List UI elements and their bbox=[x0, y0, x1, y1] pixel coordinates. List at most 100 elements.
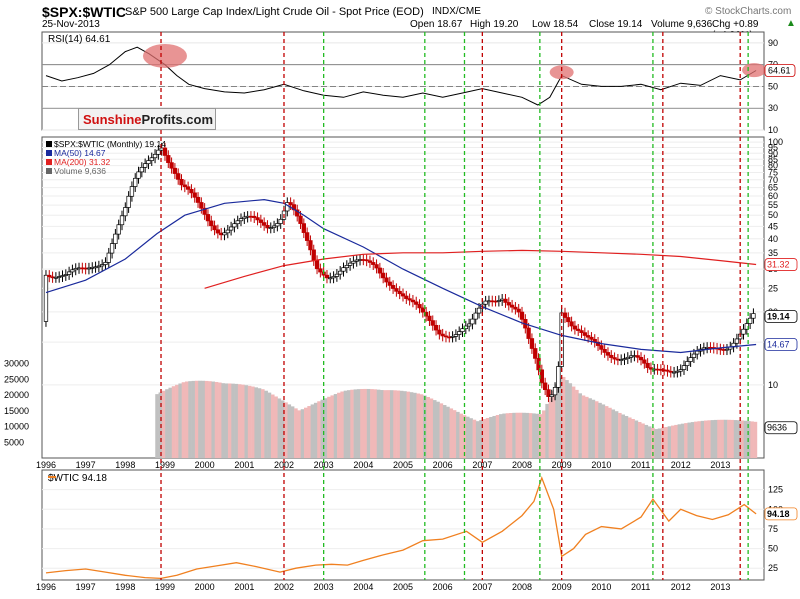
price-candle-body bbox=[176, 173, 181, 180]
price-candle-body bbox=[734, 338, 740, 344]
price-x-tick-label: 1998 bbox=[115, 460, 135, 470]
price-candle-body bbox=[509, 304, 515, 308]
wtic-tick-label: 125 bbox=[768, 485, 783, 495]
volume-bar bbox=[637, 421, 642, 458]
price-candle-body bbox=[119, 215, 125, 226]
volume-bar bbox=[194, 380, 199, 458]
volume-bar bbox=[581, 395, 586, 458]
volume-bar bbox=[297, 410, 301, 458]
price-x-tick-label: 2000 bbox=[195, 460, 215, 470]
rsi-overbought-marker bbox=[549, 65, 574, 80]
price-candle-body bbox=[225, 229, 230, 234]
price-candle-body bbox=[109, 243, 115, 254]
wtic-x-tick-label: 1999 bbox=[155, 582, 175, 592]
volume-bar bbox=[406, 391, 411, 458]
price-candle-body bbox=[466, 323, 472, 327]
price-candle-body bbox=[351, 260, 356, 264]
wtic-x-tick-label: 2011 bbox=[631, 582, 650, 592]
volume-bar bbox=[746, 421, 751, 458]
wtic-x-tick-label: 2010 bbox=[591, 582, 611, 592]
wtic-x-tick-label: 2001 bbox=[234, 582, 254, 592]
price-candle-body bbox=[397, 290, 402, 295]
exchange-label: INDX/CME bbox=[432, 6, 481, 17]
price-candle-body bbox=[212, 225, 217, 231]
volume-bar bbox=[750, 421, 754, 458]
wtic-tick-label: 75 bbox=[768, 524, 778, 534]
volume-bar bbox=[585, 396, 589, 458]
price-legend-label: MA(200) 31.32 bbox=[54, 157, 110, 167]
volume-bar bbox=[604, 406, 609, 458]
symbol-description: S&P 500 Large Cap Index/Light Crude Oil … bbox=[125, 6, 424, 18]
volume-bar bbox=[542, 410, 546, 458]
volume-bar bbox=[274, 396, 278, 458]
volume-bar bbox=[611, 409, 616, 458]
volume-bar bbox=[657, 428, 662, 458]
volume-bar bbox=[690, 422, 695, 458]
price-candle-body bbox=[268, 227, 273, 229]
logo-profits-text: Profits.com bbox=[141, 112, 214, 127]
volume-bar bbox=[694, 421, 698, 458]
price-candle-body bbox=[381, 272, 386, 279]
price-candle-body bbox=[116, 224, 121, 235]
wtic-x-tick-label: 2007 bbox=[472, 582, 492, 592]
volume-bar bbox=[370, 389, 374, 458]
volume-bar bbox=[499, 414, 503, 458]
price-candle-body bbox=[539, 369, 544, 384]
price-candle-body bbox=[228, 226, 234, 231]
price-last-value-box bbox=[764, 421, 798, 435]
price-legend-label: $SPX:$WTIC (Monthly) 19.14 bbox=[54, 139, 166, 149]
volume-bar bbox=[565, 380, 569, 458]
volume-bar bbox=[257, 388, 262, 458]
volume-bar bbox=[161, 390, 166, 458]
volume-bar bbox=[380, 390, 384, 458]
volume-bar bbox=[591, 399, 596, 458]
volume-bar bbox=[720, 419, 725, 458]
volume-bar bbox=[204, 380, 209, 458]
price-candle-body bbox=[642, 359, 647, 364]
volume-bar bbox=[512, 412, 516, 458]
price-candle-body bbox=[576, 328, 581, 331]
volume-bar bbox=[551, 390, 556, 458]
price-candle-body bbox=[543, 382, 548, 391]
price-candle-body bbox=[688, 357, 693, 362]
volume-bar bbox=[327, 396, 331, 458]
rsi-overbought-marker bbox=[142, 43, 187, 68]
wtic-line bbox=[45, 475, 757, 580]
volume-bar bbox=[631, 418, 635, 458]
price-candle-body bbox=[63, 274, 68, 276]
price-candle-body bbox=[374, 264, 379, 269]
price-tick-label: 10 bbox=[768, 380, 778, 390]
price-candle-body bbox=[136, 171, 141, 179]
price-x-tick-label: 1996 bbox=[36, 460, 56, 470]
volume-bar bbox=[317, 401, 321, 458]
price-candle-body bbox=[100, 264, 105, 267]
volume-bar bbox=[723, 419, 728, 458]
watermark: © StockCharts.com bbox=[705, 6, 792, 17]
volume-bar bbox=[184, 381, 189, 458]
price-candle-body bbox=[526, 327, 531, 339]
volume-bar bbox=[492, 415, 497, 458]
volume-bar bbox=[456, 411, 460, 458]
price-last-value-box bbox=[764, 338, 798, 351]
price-candle-body bbox=[262, 222, 267, 226]
volume-bar bbox=[247, 385, 252, 458]
volume-bar bbox=[608, 407, 612, 458]
price-candle-body bbox=[691, 353, 697, 358]
price-candle-body bbox=[470, 318, 475, 325]
price-candle-body bbox=[589, 336, 594, 340]
price-candle-body bbox=[430, 320, 435, 326]
rsi-tick-label: 90 bbox=[768, 38, 778, 48]
price-candle-body bbox=[549, 394, 554, 397]
volume-bar bbox=[241, 384, 245, 458]
rsi-overbought-marker bbox=[742, 63, 767, 78]
volume-bar bbox=[337, 392, 341, 458]
volume-bar bbox=[475, 421, 480, 458]
price-candle-body bbox=[453, 334, 459, 337]
ma50-line bbox=[45, 198, 757, 354]
price-candle-body bbox=[301, 223, 306, 233]
price-candle-body bbox=[199, 202, 204, 209]
volume-bar bbox=[218, 382, 222, 458]
price-candle-body bbox=[298, 215, 303, 224]
price-x-tick-label: 2010 bbox=[591, 460, 611, 470]
